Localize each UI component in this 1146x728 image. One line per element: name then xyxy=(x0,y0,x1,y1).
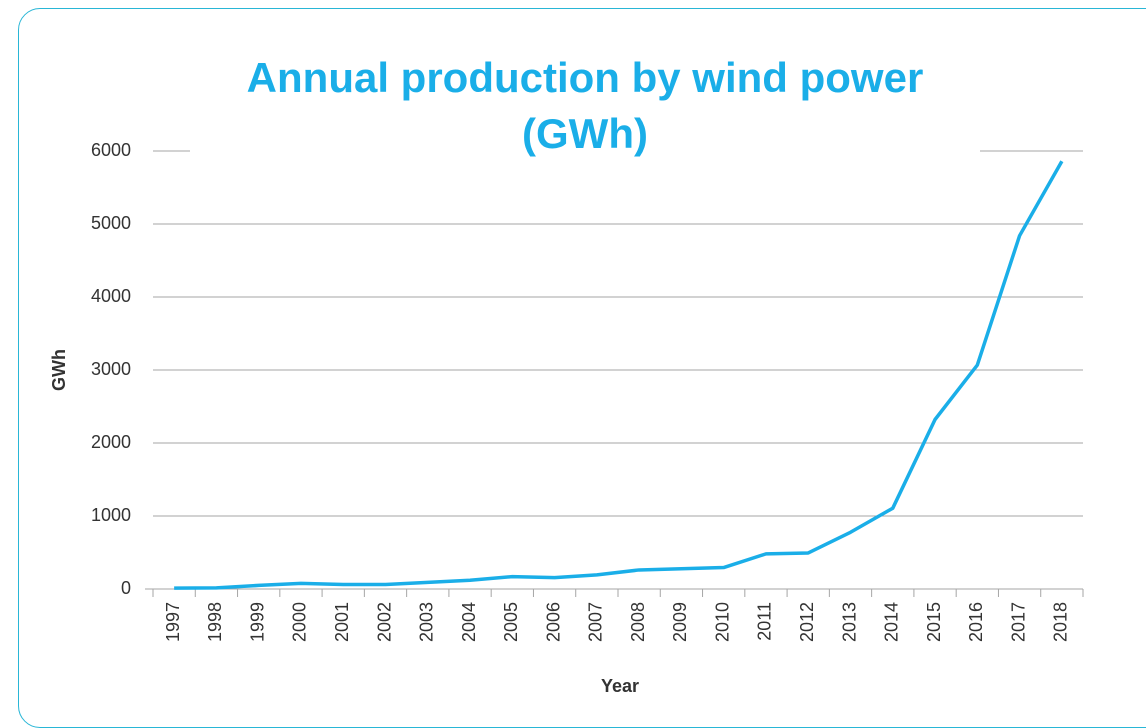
x-tick-label: 2011 xyxy=(755,602,775,641)
y-tick-label: 3000 xyxy=(91,359,131,379)
y-tick-label: 4000 xyxy=(91,286,131,306)
page: {"chart_data": {"type": "line", "title":… xyxy=(18,8,1146,728)
x-tick-label: 2001 xyxy=(332,602,352,642)
x-tick-label: 1998 xyxy=(205,602,225,642)
y-tick-label: 6000 xyxy=(91,140,131,160)
line-series xyxy=(174,160,1064,590)
x-tick-label: 2004 xyxy=(459,602,479,642)
x-tick-label: 2008 xyxy=(628,602,648,642)
x-tick-label: 2015 xyxy=(924,602,944,642)
y-tick-label: 1000 xyxy=(91,505,131,525)
x-tick-label: 2013 xyxy=(839,602,859,642)
x-tick-label: 2016 xyxy=(966,602,986,642)
x-tick-label: 2003 xyxy=(417,602,437,642)
x-tick-label: 2005 xyxy=(501,602,521,642)
chart-title: Annual production by wind power (GWh) xyxy=(190,50,980,162)
y-tick-label: 5000 xyxy=(91,213,131,233)
x-tick-label: 2017 xyxy=(1008,602,1028,642)
x-tick-label: 2014 xyxy=(882,602,902,642)
x-tick-label: 2002 xyxy=(374,602,394,642)
chart: GWh Year 0 1000 2000 3000 4000 5000 6000 1997 19… xyxy=(49,140,1084,696)
x-tick-label: 2018 xyxy=(1051,602,1071,642)
x-tick-label: 2006 xyxy=(543,602,563,642)
x-axis-label: Year xyxy=(601,676,639,696)
y-tick-label: 2000 xyxy=(91,432,131,452)
y-tick-label: 0 xyxy=(121,578,131,598)
x-tick-label: 2009 xyxy=(670,602,690,642)
x-tick-label: 2000 xyxy=(290,602,310,642)
x-tick-label: 2007 xyxy=(586,602,606,642)
x-tick-label: 2012 xyxy=(797,602,817,642)
x-tick-label: 1997 xyxy=(163,602,183,642)
x-tick-label: 1999 xyxy=(247,602,267,642)
y-axis-label: GWh xyxy=(49,349,69,391)
x-tick-label: 2010 xyxy=(712,602,732,642)
